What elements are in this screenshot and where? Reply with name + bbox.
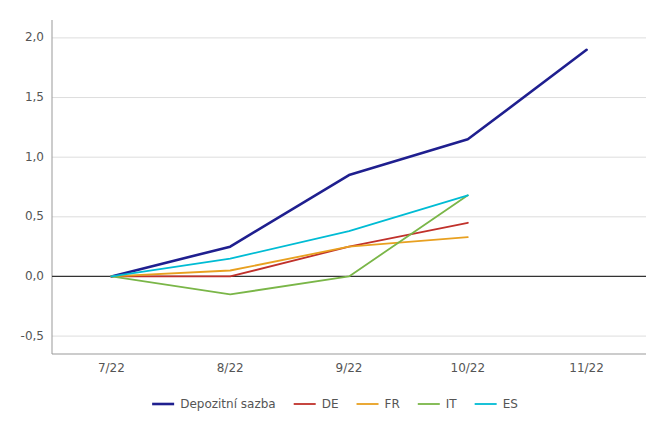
x-tick-label: 9/22 <box>336 361 363 375</box>
series-line <box>111 237 467 276</box>
legend-swatch <box>152 403 174 406</box>
series-line <box>111 195 467 294</box>
grid-line <box>52 216 646 217</box>
y-tick-label: -0,5 <box>21 329 44 343</box>
legend-item: Depozitní sazba <box>152 397 276 411</box>
legend-item: ES <box>475 397 518 411</box>
y-tick-label: 1,0 <box>25 150 44 164</box>
grid-line <box>52 37 646 38</box>
x-axis-line <box>52 354 646 355</box>
y-tick-label: 0,5 <box>25 209 44 223</box>
chart: -0,5 0,0 0,5 1,0 1,5 2,0 7/22 8/22 9/22 10/22 11/2… <box>0 0 670 438</box>
legend-label: FR <box>385 397 400 411</box>
y-tick-label: 2,0 <box>25 30 44 44</box>
x-tick-label: 10/22 <box>451 361 486 375</box>
legend-label: Depozitní sazba <box>180 397 276 411</box>
grid <box>52 38 646 336</box>
grid-line <box>52 336 646 337</box>
x-tick-label: 8/22 <box>217 361 244 375</box>
legend-item: DE <box>294 397 339 411</box>
legend: Depozitní sazba DE FR IT ES <box>152 397 518 411</box>
legend-item: IT <box>418 397 458 411</box>
legend-swatch <box>357 403 379 405</box>
grid-line <box>52 97 646 98</box>
legend-label: IT <box>446 397 458 411</box>
y-axis-line <box>52 20 53 354</box>
legend-swatch <box>294 403 316 405</box>
legend-swatch <box>418 403 440 405</box>
legend-label: ES <box>503 397 518 411</box>
series-line <box>111 195 467 276</box>
x-tick-label: 7/22 <box>98 361 125 375</box>
legend-item: FR <box>357 397 400 411</box>
series-line <box>111 50 586 277</box>
legend-swatch <box>475 403 497 405</box>
y-tick-label: 0,0 <box>25 269 44 283</box>
series-lines <box>111 50 586 295</box>
y-tick-label: 1,5 <box>25 90 44 104</box>
legend-label: DE <box>322 397 339 411</box>
grid-line <box>52 157 646 158</box>
x-tick-label: 11/22 <box>569 361 604 375</box>
